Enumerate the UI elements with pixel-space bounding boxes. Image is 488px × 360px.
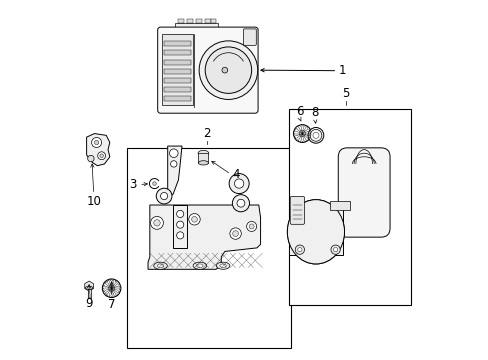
Bar — [288, 208, 342, 255]
Polygon shape — [167, 146, 182, 196]
Circle shape — [199, 41, 257, 99]
Text: 7: 7 — [108, 298, 115, 311]
Circle shape — [176, 210, 183, 217]
Bar — [288, 109, 410, 305]
Text: 6: 6 — [296, 105, 303, 118]
Ellipse shape — [196, 264, 203, 267]
Bar — [175, 23, 217, 32]
Ellipse shape — [198, 161, 208, 165]
Polygon shape — [86, 134, 110, 166]
Text: 1: 1 — [339, 64, 346, 77]
Circle shape — [232, 231, 238, 237]
Ellipse shape — [157, 264, 163, 267]
Ellipse shape — [153, 262, 167, 269]
Text: 5: 5 — [342, 87, 349, 100]
Circle shape — [330, 245, 340, 254]
Bar — [126, 148, 290, 348]
Circle shape — [169, 149, 178, 157]
Bar — [164, 60, 190, 65]
Circle shape — [312, 132, 318, 138]
Bar — [210, 19, 216, 23]
Circle shape — [176, 232, 183, 239]
Circle shape — [246, 221, 256, 231]
Bar — [87, 289, 90, 298]
Text: 9: 9 — [85, 297, 93, 310]
Circle shape — [232, 195, 249, 212]
Circle shape — [188, 213, 200, 225]
Circle shape — [176, 221, 183, 228]
Ellipse shape — [85, 287, 93, 289]
Ellipse shape — [220, 264, 226, 267]
FancyBboxPatch shape — [243, 29, 256, 45]
Polygon shape — [173, 205, 187, 248]
Circle shape — [299, 130, 305, 137]
Circle shape — [98, 152, 105, 159]
Bar — [329, 202, 349, 210]
Circle shape — [170, 161, 177, 167]
Ellipse shape — [287, 200, 344, 264]
FancyBboxPatch shape — [290, 197, 304, 224]
Text: 2: 2 — [203, 127, 210, 140]
Bar — [164, 87, 190, 92]
Bar — [187, 19, 192, 23]
Circle shape — [234, 179, 244, 188]
Polygon shape — [148, 205, 260, 269]
Circle shape — [153, 220, 160, 226]
Circle shape — [100, 154, 103, 157]
Bar — [178, 19, 183, 23]
Text: 4: 4 — [231, 168, 239, 181]
Text: 3: 3 — [129, 178, 136, 191]
Ellipse shape — [193, 262, 206, 269]
Bar — [198, 153, 208, 163]
Circle shape — [229, 228, 241, 239]
Circle shape — [91, 138, 102, 148]
Bar — [164, 96, 190, 102]
Text: 10: 10 — [86, 195, 101, 208]
Ellipse shape — [216, 262, 229, 269]
Text: 8: 8 — [311, 105, 318, 118]
Circle shape — [222, 67, 227, 73]
Circle shape — [295, 245, 304, 254]
Bar — [164, 78, 190, 83]
Circle shape — [205, 47, 251, 93]
Circle shape — [150, 216, 163, 229]
Circle shape — [297, 248, 302, 252]
Circle shape — [152, 182, 156, 185]
Circle shape — [108, 285, 114, 291]
Circle shape — [160, 193, 167, 200]
Circle shape — [94, 140, 99, 145]
Bar — [196, 19, 201, 23]
Bar — [164, 41, 190, 46]
Bar — [205, 19, 210, 23]
Bar — [164, 69, 190, 74]
Ellipse shape — [287, 200, 344, 264]
Circle shape — [237, 199, 244, 207]
Circle shape — [333, 248, 337, 252]
Ellipse shape — [198, 150, 208, 156]
Circle shape — [248, 224, 254, 229]
Circle shape — [156, 188, 172, 204]
FancyBboxPatch shape — [338, 148, 389, 237]
Circle shape — [229, 174, 248, 194]
Bar — [164, 50, 190, 55]
FancyBboxPatch shape — [157, 27, 258, 113]
Bar — [162, 33, 192, 105]
Circle shape — [307, 127, 323, 143]
Circle shape — [87, 156, 94, 162]
Circle shape — [191, 216, 197, 222]
